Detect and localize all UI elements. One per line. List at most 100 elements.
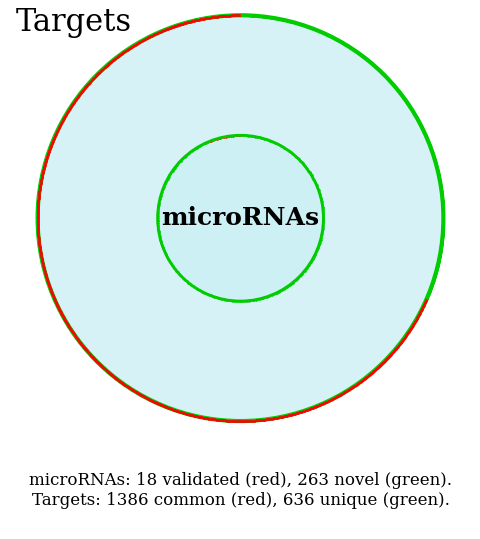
Point bbox=[326, 32, 334, 40]
Point bbox=[381, 355, 389, 364]
Point bbox=[324, 31, 332, 39]
Point bbox=[326, 396, 334, 404]
Point bbox=[95, 359, 102, 368]
Point bbox=[439, 206, 446, 215]
Point bbox=[103, 61, 111, 70]
Point bbox=[52, 130, 60, 139]
Point bbox=[97, 361, 105, 370]
Point bbox=[338, 39, 346, 47]
Point bbox=[209, 415, 217, 424]
Point bbox=[396, 338, 404, 347]
Point bbox=[377, 68, 385, 77]
Point bbox=[100, 64, 108, 72]
Point bbox=[438, 201, 446, 209]
Point bbox=[176, 407, 184, 416]
Point bbox=[231, 11, 239, 19]
Point bbox=[438, 194, 445, 202]
Point bbox=[388, 80, 396, 89]
Point bbox=[289, 18, 297, 27]
Point bbox=[408, 320, 416, 329]
Point bbox=[260, 416, 268, 424]
Point bbox=[355, 50, 363, 58]
Point bbox=[268, 13, 276, 22]
Point bbox=[244, 417, 252, 425]
Point bbox=[242, 11, 250, 20]
Point bbox=[164, 172, 172, 181]
Point bbox=[182, 18, 190, 27]
Point bbox=[400, 333, 408, 342]
Point bbox=[430, 272, 438, 281]
Point bbox=[42, 272, 50, 281]
Point bbox=[76, 90, 84, 99]
Point bbox=[366, 58, 373, 67]
Point bbox=[407, 323, 415, 331]
Point bbox=[34, 215, 41, 224]
Point bbox=[360, 374, 368, 383]
Point bbox=[34, 209, 41, 218]
Point bbox=[39, 167, 47, 175]
Point bbox=[42, 271, 49, 279]
Point bbox=[158, 243, 166, 251]
Point bbox=[309, 253, 317, 261]
Point bbox=[165, 24, 172, 33]
Point bbox=[194, 15, 202, 24]
Point bbox=[436, 183, 444, 191]
Point bbox=[178, 19, 186, 28]
Point bbox=[170, 163, 178, 172]
Point bbox=[301, 22, 309, 30]
Point bbox=[84, 80, 92, 88]
Point bbox=[306, 23, 313, 32]
Point bbox=[76, 338, 84, 347]
Point bbox=[187, 17, 194, 26]
Point bbox=[86, 350, 94, 359]
Point bbox=[306, 24, 314, 32]
Point bbox=[210, 293, 217, 301]
Point bbox=[406, 324, 414, 333]
Point bbox=[39, 165, 47, 174]
Point bbox=[153, 29, 160, 38]
Point bbox=[37, 176, 45, 184]
Point bbox=[378, 69, 385, 78]
Point bbox=[40, 264, 48, 272]
Point bbox=[251, 132, 259, 141]
Point bbox=[120, 381, 128, 389]
Point bbox=[40, 163, 48, 171]
Point bbox=[228, 11, 236, 20]
Point bbox=[415, 118, 422, 127]
Point bbox=[38, 257, 46, 266]
Point bbox=[62, 111, 70, 120]
Point bbox=[93, 357, 100, 365]
Point bbox=[98, 65, 106, 74]
Point bbox=[76, 338, 84, 347]
Point bbox=[183, 150, 191, 158]
Point bbox=[105, 60, 112, 68]
Point bbox=[50, 134, 58, 143]
Point bbox=[106, 369, 113, 377]
Point bbox=[38, 170, 46, 179]
Point bbox=[77, 88, 85, 96]
Point bbox=[243, 417, 251, 425]
Point bbox=[432, 266, 439, 275]
Point bbox=[150, 30, 158, 39]
Point bbox=[371, 365, 378, 374]
Point bbox=[200, 139, 208, 148]
Point bbox=[384, 352, 392, 361]
Point bbox=[273, 15, 281, 23]
Point bbox=[173, 268, 181, 277]
Point bbox=[412, 315, 420, 323]
Point bbox=[438, 229, 446, 238]
Point bbox=[50, 133, 58, 142]
Point bbox=[47, 285, 54, 293]
Point bbox=[354, 379, 362, 388]
Point bbox=[297, 407, 304, 416]
Point bbox=[345, 43, 352, 51]
Point bbox=[437, 239, 444, 248]
Point bbox=[121, 47, 129, 56]
Point bbox=[308, 24, 315, 33]
Point bbox=[135, 390, 143, 398]
Point bbox=[43, 275, 51, 284]
Point bbox=[36, 179, 44, 188]
Point bbox=[190, 17, 197, 25]
Point bbox=[72, 96, 79, 105]
Point bbox=[252, 133, 260, 141]
